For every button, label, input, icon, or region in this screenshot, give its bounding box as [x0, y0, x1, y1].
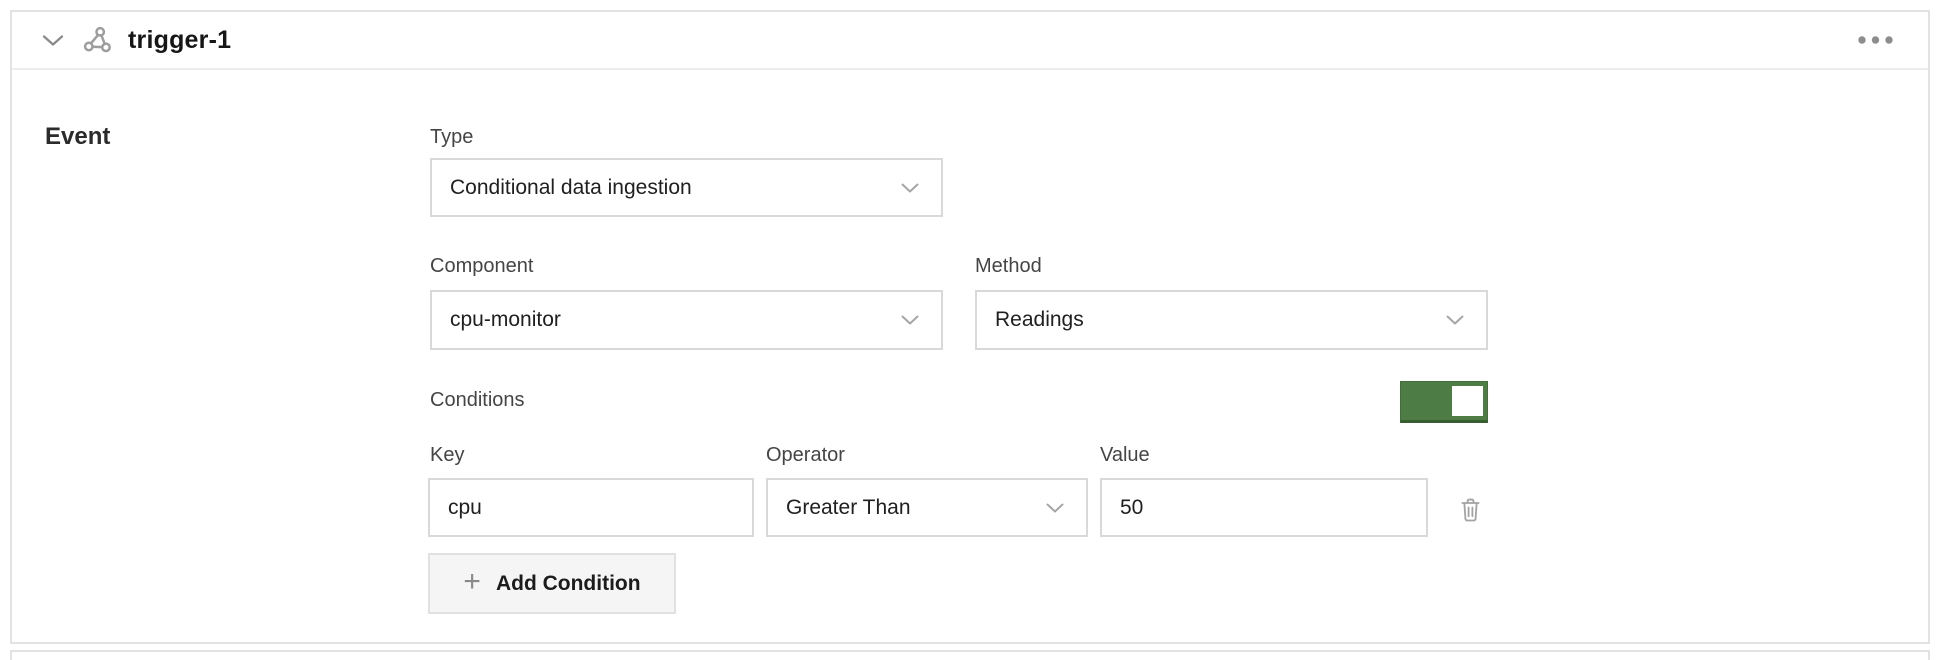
event-section-label: Event [45, 123, 111, 150]
chevron-down-icon [1446, 315, 1464, 325]
delete-condition-button[interactable] [1450, 489, 1490, 529]
add-condition-label: Add Condition [495, 571, 641, 595]
chevron-down-icon [1046, 503, 1064, 512]
add-condition-button[interactable]: + Add Condition [428, 553, 676, 614]
chevron-down-icon [42, 34, 64, 46]
operator-select[interactable]: Greater Than [766, 478, 1088, 537]
trigger-node-icon [82, 25, 113, 56]
component-select-value: cpu-monitor [450, 308, 561, 331]
plus-icon: + [463, 565, 481, 598]
operator-label: Operator [766, 444, 845, 466]
more-options-button[interactable] [1853, 31, 1898, 49]
value-label: Value [1100, 444, 1150, 466]
key-label: Key [430, 444, 465, 466]
key-input[interactable] [428, 478, 754, 537]
trigger-panel-header: trigger-1 [12, 12, 1928, 70]
next-panel-top-edge [10, 650, 1930, 660]
method-select[interactable]: Readings [975, 290, 1488, 350]
conditions-label: Conditions [430, 389, 525, 411]
component-label: Component [430, 255, 534, 277]
trigger-title: trigger-1 [128, 25, 232, 54]
collapse-toggle-button[interactable] [38, 30, 68, 51]
chevron-down-icon [901, 315, 919, 325]
type-select-value: Conditional data ingestion [450, 175, 692, 199]
trigger-panel: trigger-1 Event Type Conditional data in… [10, 10, 1930, 644]
method-label: Method [975, 255, 1042, 277]
type-select[interactable]: Conditional data ingestion [430, 158, 943, 217]
type-label: Type [430, 126, 474, 148]
method-select-value: Readings [995, 308, 1084, 331]
operator-select-value: Greater Than [786, 495, 911, 519]
ellipsis-icon [1858, 36, 1893, 44]
chevron-down-icon [901, 183, 919, 192]
value-input[interactable] [1100, 478, 1428, 537]
conditions-toggle[interactable] [1400, 381, 1488, 423]
trash-icon [1460, 498, 1480, 521]
toggle-knob [1452, 386, 1483, 416]
component-select[interactable]: cpu-monitor [430, 290, 943, 350]
